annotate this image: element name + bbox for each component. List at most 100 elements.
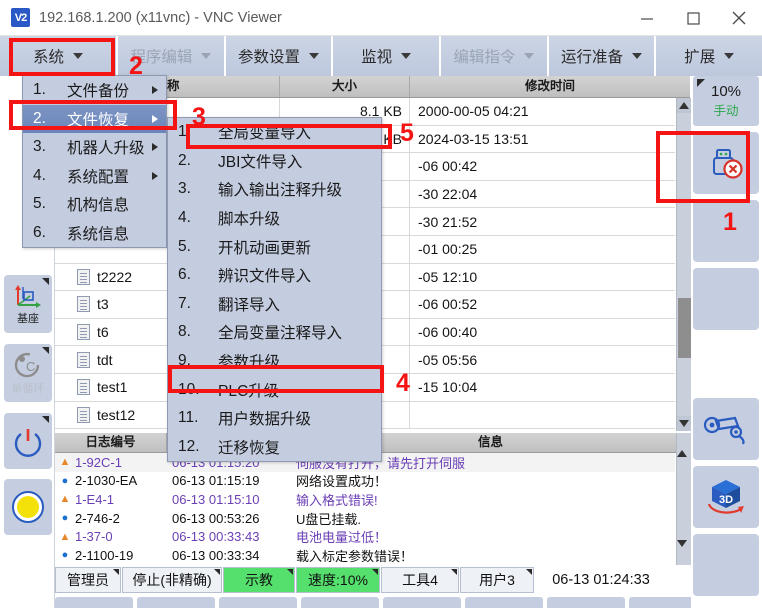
status-badge-run-state[interactable]: 停止(非精确) <box>122 567 222 593</box>
column-header-mtime[interactable]: 修改时间 <box>524 79 575 93</box>
menu-item-file-restore[interactable]: 2. 文件恢复 <box>23 104 166 133</box>
scroll-down-button[interactable] <box>677 416 691 431</box>
chevron-down-icon <box>73 53 83 59</box>
log-scroll-up-button[interactable] <box>677 433 691 457</box>
cube-3d-button[interactable]: 3D <box>693 466 759 528</box>
robot-arm-button[interactable] <box>693 398 759 460</box>
bottom-button-bar: 新建 重命名 删除 复制 移动 打开 备份 打开U盘 <box>55 597 762 608</box>
submenu-item-user-data-upgrade[interactable]: 11. 用户数据升级 <box>168 404 381 433</box>
submenu-item-parameter-upgrade[interactable]: 9. 参数升级 <box>168 347 381 376</box>
speed-indicator[interactable]: 10% 手动 <box>693 76 759 126</box>
menu-item-label: 全局变量导入 <box>218 125 312 143</box>
menubar-label: 运行准备 <box>561 49 624 66</box>
status-label: 用户3 <box>479 572 515 588</box>
log-table-body[interactable]: ▲ 1-92C-1 06-13 01:15:20 伺服没有打开，请先打开伺服 ●… <box>55 453 675 565</box>
document-icon <box>77 351 90 368</box>
status-badge-user-frame[interactable]: 用户3 <box>460 567 534 593</box>
log-row[interactable]: ● 2-1100-19 06-13 00:33:34 载入标定参数错误！ <box>55 546 675 565</box>
maximize-icon[interactable] <box>670 0 716 36</box>
status-badge-tool[interactable]: 工具4 <box>381 567 459 593</box>
file-size-cell <box>280 263 410 291</box>
blank-button-1[interactable] <box>693 200 759 262</box>
log-code: 1-37-0 <box>75 529 113 545</box>
submenu-item-global-var-comment-import[interactable]: 8. 全局变量注释导入 <box>168 318 381 347</box>
open-button[interactable]: 打开 <box>465 597 543 608</box>
menubar-item-run-prepare[interactable]: 运行准备 <box>548 36 657 76</box>
minimize-icon[interactable] <box>624 0 670 36</box>
rename-button[interactable]: 重命名 <box>137 597 215 608</box>
backup-button[interactable]: 备份 <box>547 597 625 608</box>
log-row[interactable]: ▲ 1-E4-1 06-13 01:15:10 输入格式错误! <box>55 490 675 509</box>
menu-item-robot-upgrade[interactable]: 3. 机器人升级 <box>23 133 166 162</box>
menubar-label: 程序编辑 <box>130 49 193 66</box>
usb-eject-button[interactable] <box>693 132 759 194</box>
annotation-number-2: 2 <box>129 52 143 80</box>
submenu-arrow-icon <box>152 86 158 95</box>
warning-icon: ▲ <box>59 493 71 506</box>
menu-item-label: 文件备份 <box>67 83 130 101</box>
status-badge-speed[interactable]: 速度:10% <box>296 567 380 593</box>
submenu-item-migration-restore[interactable]: 12. 迁移恢复 <box>168 433 381 462</box>
submenu-item-jbi-import[interactable]: 2. JBI文件导入 <box>168 147 381 176</box>
menu-item-number: 7. <box>178 294 191 312</box>
submenu-item-script-upgrade[interactable]: 4. 脚本升级 <box>168 204 381 233</box>
corner-marker-icon <box>42 278 49 285</box>
single-cycle-button[interactable]: C 单循环 <box>4 344 52 402</box>
status-badge-user-level[interactable]: 管理员 <box>55 567 121 593</box>
status-bar: 管理员 停止(非精确) 示教 速度:10% 工具4 用户3 <box>55 567 762 593</box>
submenu-item-plc-upgrade[interactable]: 10. PLC升级 <box>168 375 381 404</box>
system-dropdown-menu[interactable]: 1. 文件备份 2. 文件恢复 3. 机器人升级 4. 系统配置 5. <box>22 75 167 248</box>
submenu-item-boot-animation-update[interactable]: 5. 开机动画更新 <box>168 232 381 261</box>
delete-button[interactable]: 删除 <box>219 597 297 608</box>
annotation-number-3: 3 <box>192 103 206 131</box>
file-size-cell: 8.1 KB <box>280 98 410 125</box>
menu-item-mechanism-info[interactable]: 5. 机构信息 <box>23 190 166 219</box>
file-size-cell <box>280 401 410 429</box>
coordinate-frame-button[interactable]: 基座 <box>4 275 52 333</box>
log-row[interactable]: ● 2-746-2 06-13 00:53:26 U盘已挂载. <box>55 509 675 528</box>
menubar-item-monitor[interactable]: 监视 <box>333 36 442 76</box>
scrollbar-thumb[interactable] <box>678 298 691 358</box>
column-header-size[interactable]: 大小 <box>280 76 410 97</box>
warning-icon: ▲ <box>59 456 71 469</box>
coordinate-frame-icon <box>15 284 41 308</box>
log-column-header-code[interactable]: 日志编号 <box>55 433 167 452</box>
log-row[interactable]: ▲ 1-37-0 06-13 00:33:43 电池电量过低！ <box>55 527 675 546</box>
chevron-up-icon <box>679 102 689 109</box>
open-usb-button[interactable]: 打开U盘 <box>629 597 707 608</box>
menu-item-file-backup[interactable]: 1. 文件备份 <box>23 76 166 105</box>
menu-item-system-config[interactable]: 4. 系统配置 <box>23 162 166 191</box>
submenu-item-identify-file-import[interactable]: 6. 辨识文件导入 <box>168 261 381 290</box>
menubar-item-edit-instruction[interactable]: 编辑指令 <box>441 36 549 76</box>
file-list-scrollbar[interactable] <box>676 98 691 431</box>
menu-item-system-info[interactable]: 6. 系统信息 <box>23 219 166 248</box>
blank-button-3[interactable] <box>693 534 759 596</box>
menubar-item-program-edit[interactable]: 程序编辑 <box>118 36 226 76</box>
close-icon[interactable] <box>716 0 762 36</box>
copy-button[interactable]: 复制 <box>301 597 379 608</box>
blank-button-2[interactable] <box>693 268 759 330</box>
status-lamp-button[interactable] <box>4 479 52 535</box>
log-list-scrollbar[interactable] <box>676 433 691 565</box>
menubar-item-parameter-settings[interactable]: 参数设置 <box>225 36 334 76</box>
move-button[interactable]: 移动 <box>383 597 461 608</box>
file-name-label: t3 <box>97 296 109 313</box>
log-row[interactable]: ● 2-1030-EA 06-13 01:15:19 网络设置成功！ <box>55 472 675 491</box>
status-badge-mode[interactable]: 示教 <box>223 567 295 593</box>
new-button[interactable]: 新建 <box>55 597 133 608</box>
log-code: 2-1100-19 <box>75 547 134 563</box>
log-scroll-down-button[interactable] <box>677 540 691 565</box>
scroll-up-button[interactable] <box>677 98 691 113</box>
menu-item-label: 脚本升级 <box>218 211 281 229</box>
submenu-item-translation-import[interactable]: 7. 翻译导入 <box>168 290 381 319</box>
file-restore-submenu[interactable]: 1. 全局变量导入 2. JBI文件导入 3. 输入输出注释升级 4. 脚本升级… <box>167 117 382 463</box>
menu-item-label: 辨识文件导入 <box>218 268 312 286</box>
power-button[interactable] <box>4 413 52 469</box>
menu-item-label: 系统信息 <box>67 225 130 243</box>
file-size-cell <box>280 235 410 263</box>
menubar-item-extension[interactable]: 扩展 <box>656 36 762 76</box>
log-column-header-message[interactable]: 信息 <box>477 435 503 449</box>
submenu-item-io-comment-upgrade[interactable]: 3. 输入输出注释升级 <box>168 175 381 204</box>
menubar-item-system[interactable]: 系统 <box>0 36 118 76</box>
